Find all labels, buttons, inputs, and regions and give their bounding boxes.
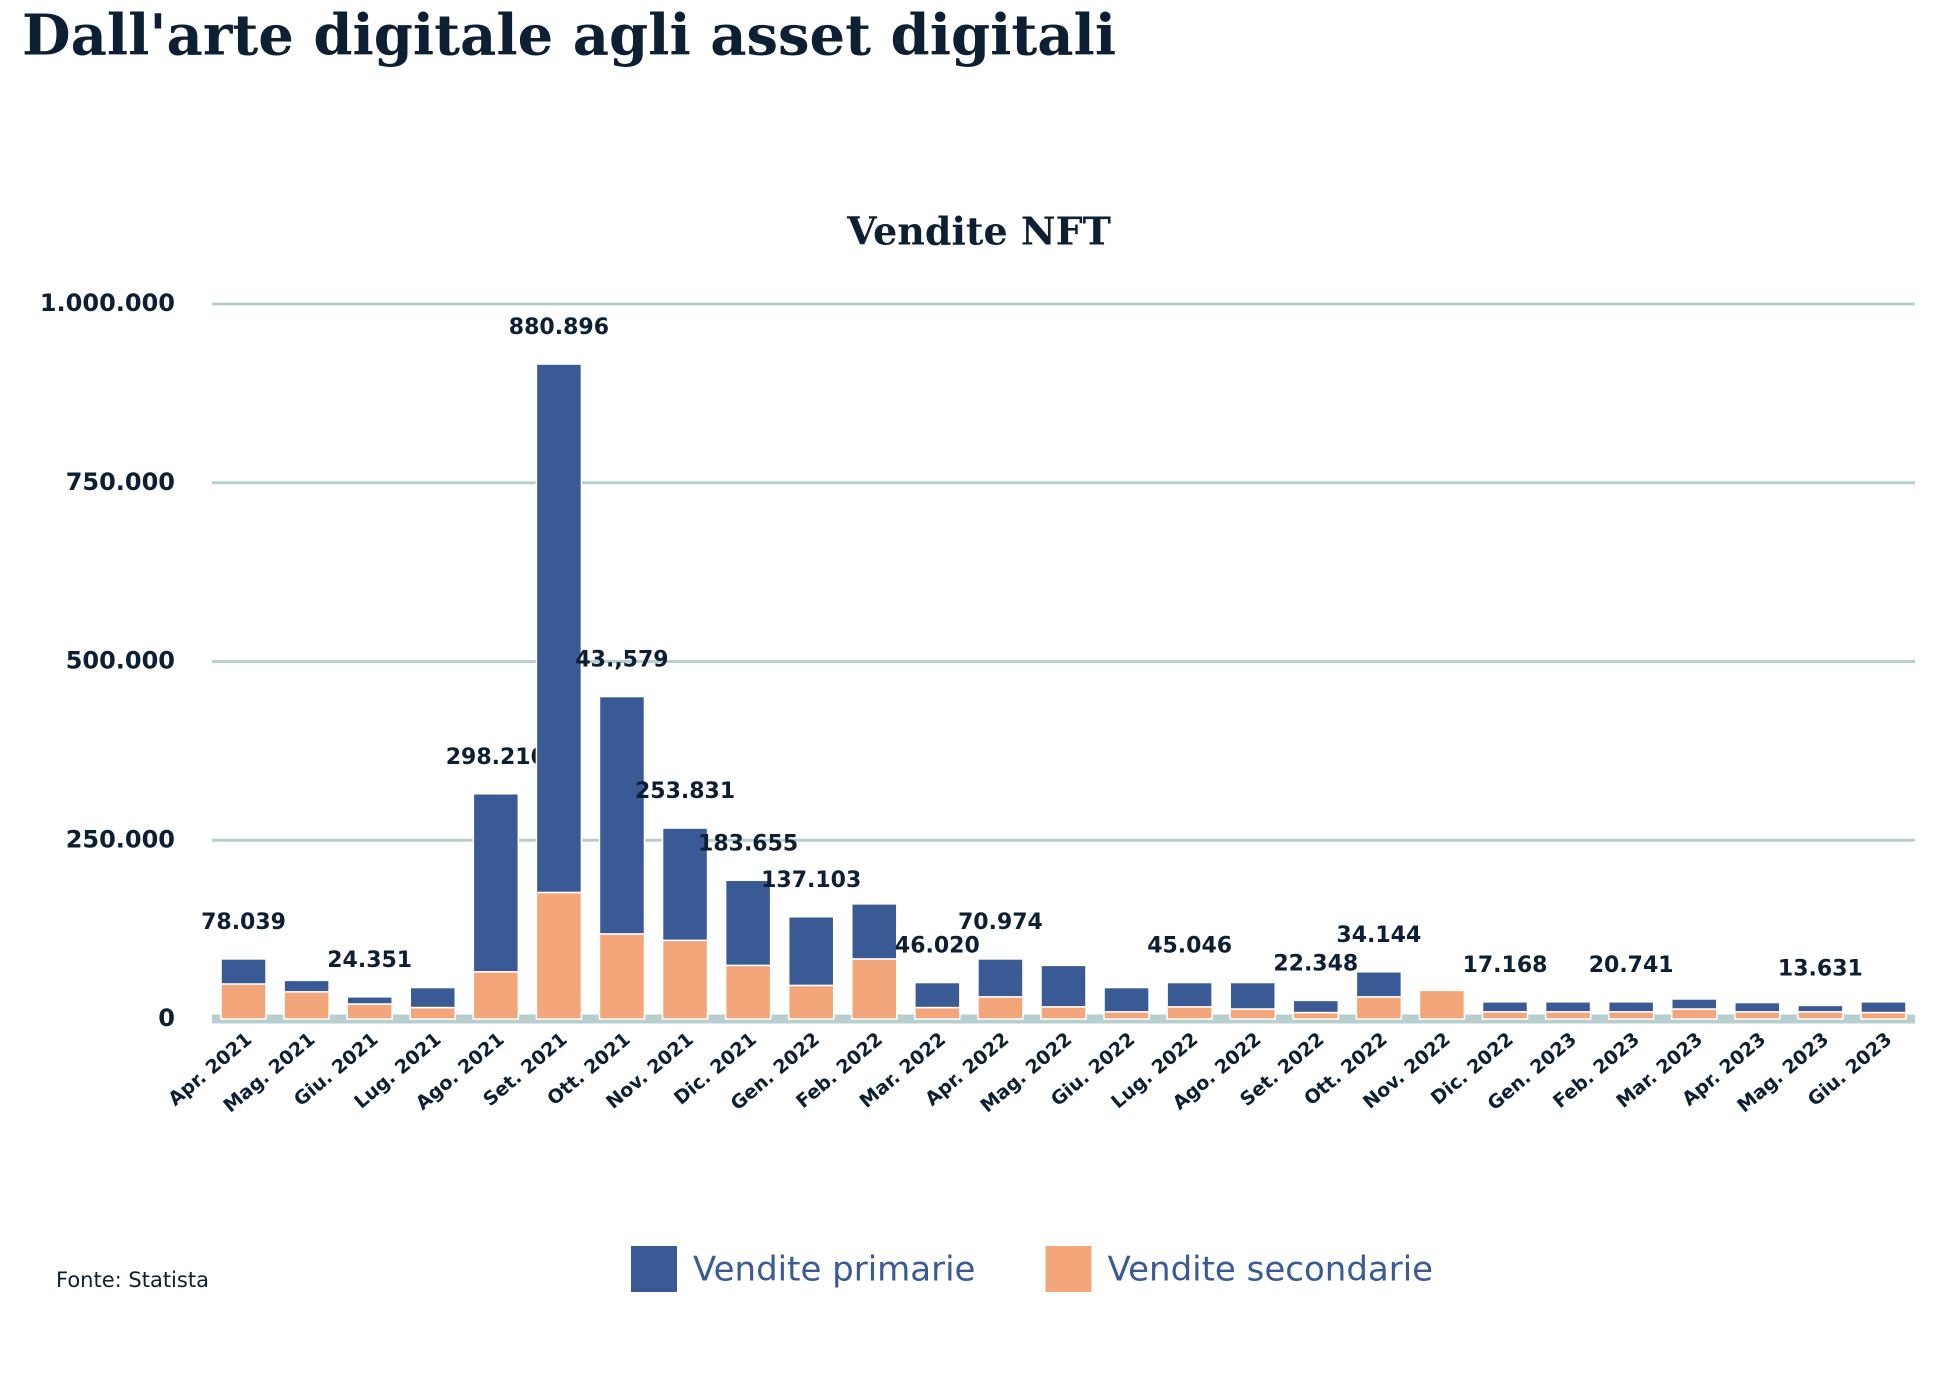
bar-segment — [851, 958, 898, 1020]
legend-label: Vendite secondarie — [1107, 1250, 1433, 1290]
bar-segment — [1103, 986, 1150, 1013]
bar-segment — [661, 827, 709, 942]
y-tick-label: 750.000 — [66, 468, 175, 496]
data-label: 78.039 — [201, 910, 286, 935]
bar-segment — [1544, 1001, 1592, 1013]
bar-segment — [787, 916, 835, 987]
bar-segment — [724, 879, 772, 967]
data-label: 43.,579 — [575, 648, 668, 673]
data-label: 253.831 — [635, 779, 735, 804]
y-tick-label: 500.000 — [66, 647, 175, 675]
bar-segment — [1607, 1011, 1655, 1020]
data-label: 13.631 — [1778, 956, 1863, 981]
bar-segment — [977, 996, 1024, 1020]
bar-segment — [1166, 981, 1213, 1008]
bar-segment — [1292, 999, 1340, 1014]
data-label: 880.896 — [509, 315, 609, 340]
bar-segment — [409, 1006, 457, 1020]
data-label: 22.348 — [1273, 951, 1358, 976]
bar-segment — [1292, 1011, 1340, 1020]
bar-segment — [1418, 989, 1466, 1020]
bar-segment — [1544, 1011, 1592, 1020]
bar-segment — [598, 695, 646, 935]
bar-segment — [220, 958, 267, 985]
data-label: 24.351 — [327, 948, 412, 973]
chart-title: Vendite NFT — [846, 209, 1111, 254]
bar-segment — [851, 903, 898, 960]
bar-segment — [283, 979, 330, 993]
bar-segment — [1734, 1001, 1781, 1013]
bar-segment — [535, 363, 583, 894]
data-label: 17.168 — [1463, 953, 1548, 978]
bar-segment — [1103, 1011, 1150, 1020]
bar-segment — [1481, 1001, 1529, 1013]
legend-swatch — [631, 1246, 677, 1292]
bar-segment — [977, 958, 1024, 998]
bar-segment — [724, 964, 772, 1020]
bar-segment — [1670, 1008, 1718, 1020]
bar-segment — [1040, 1006, 1087, 1020]
legend-swatch — [1045, 1246, 1092, 1292]
bar-segment — [1860, 1001, 1907, 1014]
data-label: 34.144 — [1336, 923, 1421, 948]
bar-segment — [1166, 1006, 1213, 1020]
bar-segment — [535, 891, 583, 1020]
data-label: 137.103 — [761, 868, 861, 893]
bar-segment — [346, 996, 393, 1005]
data-label: 20.741 — [1589, 953, 1674, 978]
bar-segment — [914, 981, 961, 1009]
data-label: 46.020 — [895, 934, 980, 959]
bar-segment — [914, 1006, 961, 1020]
y-tick-label: 250.000 — [66, 825, 175, 853]
bar-segment — [283, 991, 330, 1020]
bar-segment — [472, 971, 520, 1020]
bar-segment — [409, 986, 457, 1009]
bar-segment — [1040, 964, 1087, 1008]
bar-segment — [220, 983, 267, 1020]
legend-label: Vendite primarie — [693, 1250, 975, 1290]
data-label: 298.210 — [446, 745, 546, 770]
bar-segment — [1607, 1001, 1655, 1013]
bar-segment — [1670, 998, 1718, 1010]
bar-segment — [1734, 1011, 1781, 1020]
bar-segment — [1481, 1011, 1529, 1020]
bar-segment — [661, 939, 709, 1020]
bar-segment — [1797, 1011, 1844, 1020]
page-title: Dall'arte digitale agli asset digitali — [22, 3, 1116, 69]
y-tick-label: 0 — [158, 1004, 175, 1032]
bar-segment — [787, 984, 835, 1020]
bar-segment — [346, 1003, 393, 1020]
bar-segment — [472, 793, 520, 973]
bar-segment — [1229, 981, 1276, 1010]
bar-segment — [1860, 1011, 1907, 1020]
bar-segment — [1355, 971, 1403, 998]
bar-segment — [1797, 1004, 1844, 1013]
data-label: 183.655 — [698, 831, 798, 856]
source: Fonte: Statista — [56, 1268, 209, 1292]
data-label: 70.974 — [958, 910, 1043, 935]
data-label: 45.046 — [1147, 934, 1232, 959]
y-tick-label: 1.000.000 — [40, 289, 175, 317]
bar-segment — [598, 933, 646, 1020]
bar-segment — [1355, 996, 1403, 1020]
bar-segment — [1229, 1008, 1276, 1020]
